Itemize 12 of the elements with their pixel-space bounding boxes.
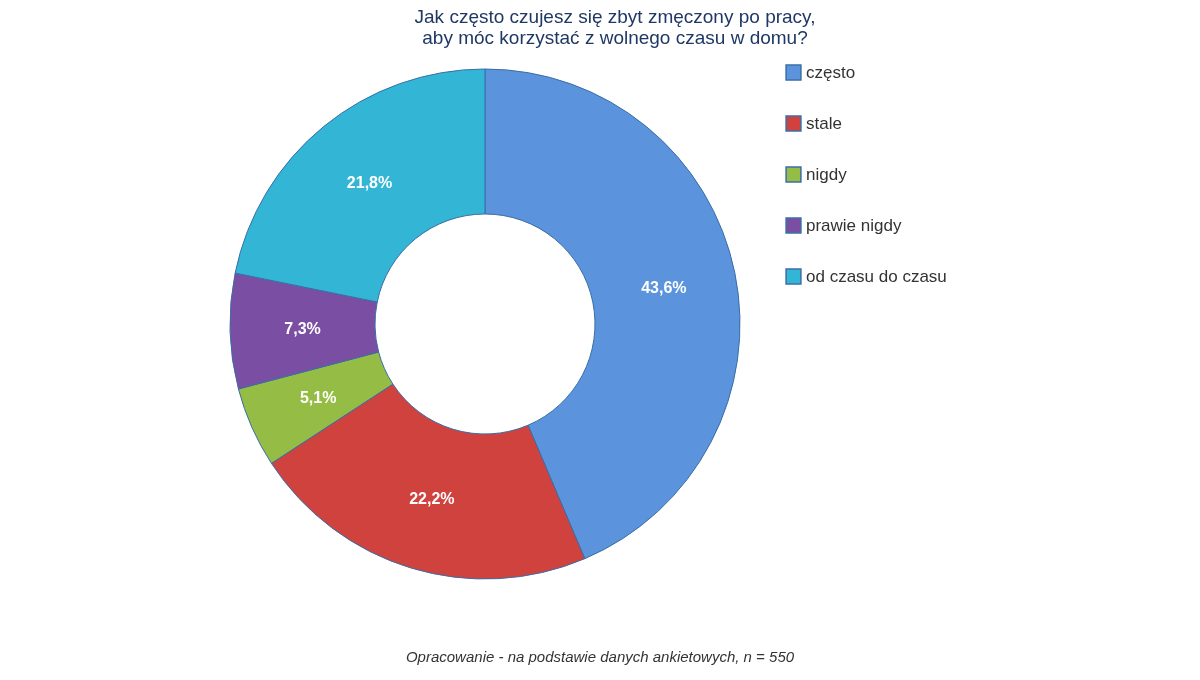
legend-label: nigdy — [806, 164, 848, 184]
data-label: 5,1% — [299, 389, 337, 407]
legend-label: od czasu do czasu — [806, 266, 947, 286]
legend-label: często — [806, 62, 856, 82]
data-label: 43,6% — [641, 278, 687, 296]
data-label: 22,2% — [409, 489, 455, 507]
data-label: 7,3% — [284, 320, 321, 338]
text: Opracowanie - na podstawie danych ankietowych, n = 550 — [404, 648, 796, 665]
data-label: 21,8% — [346, 173, 393, 191]
chart-title: Jak często czujesz się zbyt zmęczony po pracy, aby móc korzystać z wolnego czasu w domu? — [414, 6, 816, 48]
legend-label: prawie nigdy — [806, 215, 902, 235]
legend-label: stale — [806, 113, 842, 133]
